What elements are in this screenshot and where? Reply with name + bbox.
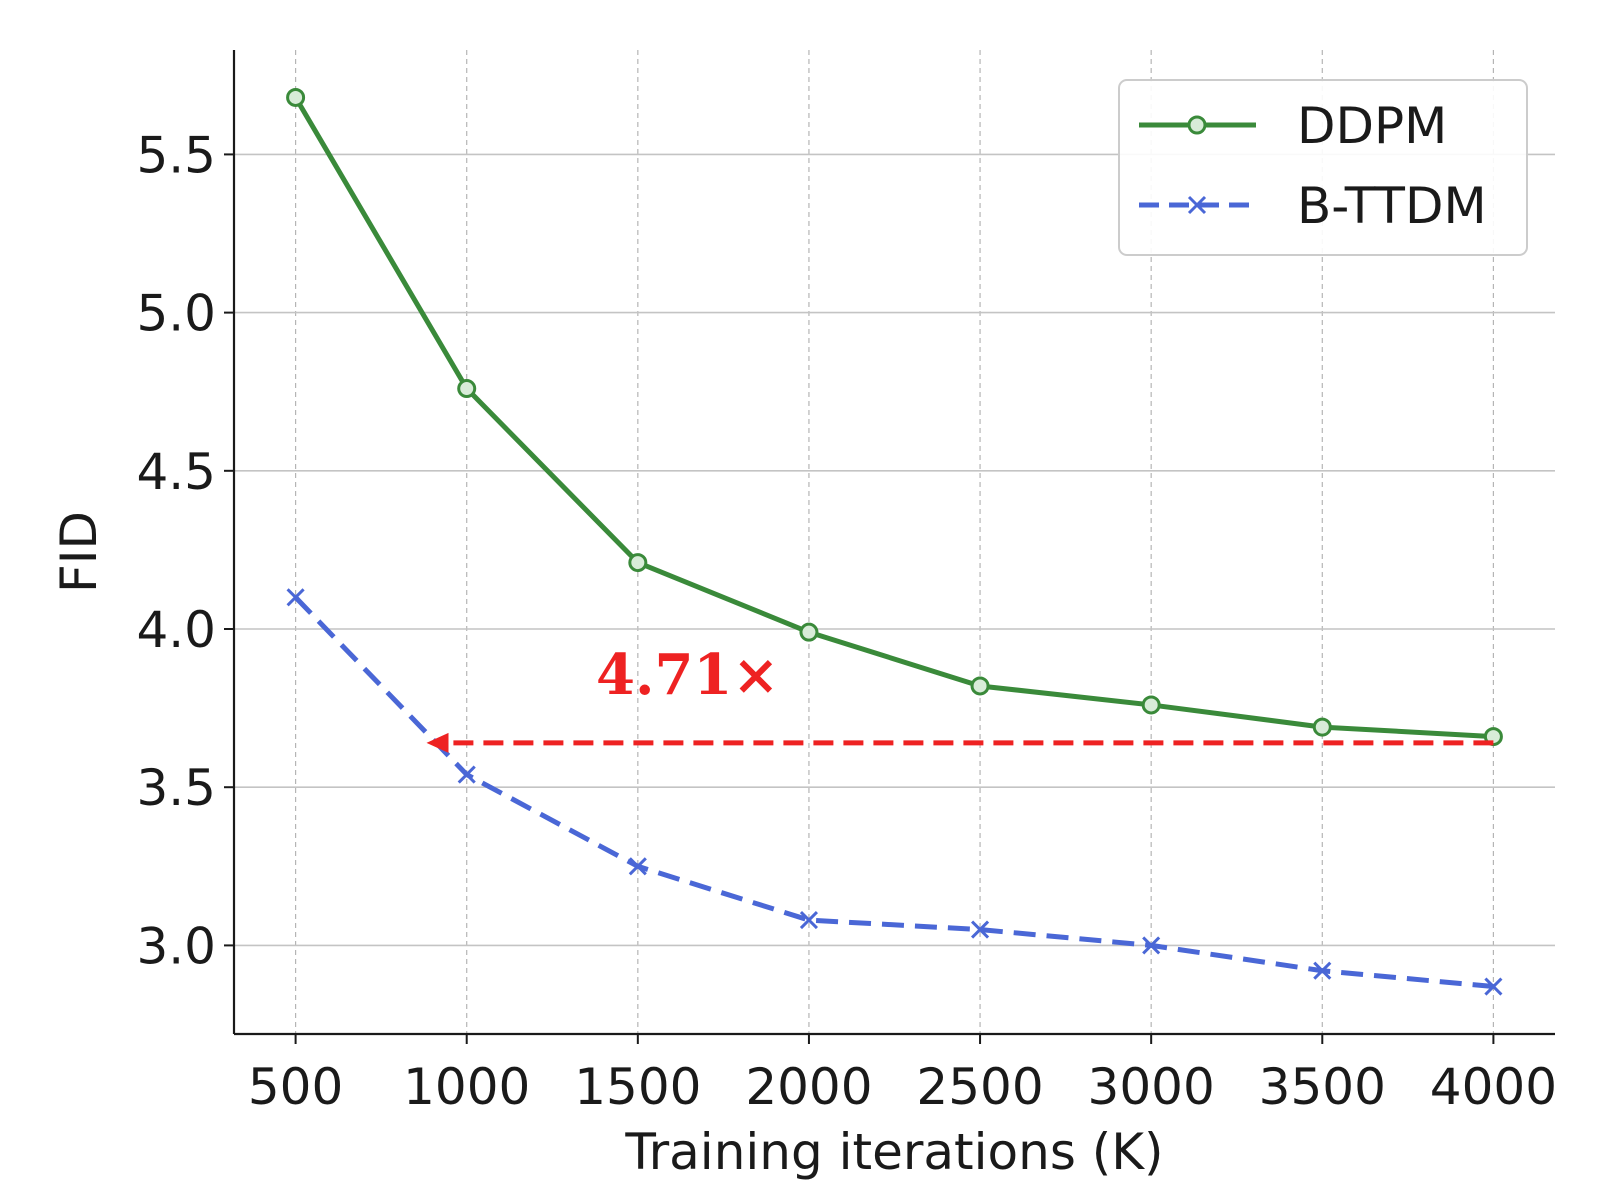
data-point-b-ttdm: [628, 857, 647, 876]
data-point-b-ttdm: [1142, 936, 1161, 955]
data-point-ddpm: [799, 622, 819, 642]
x-tick-label: 3000: [1088, 1058, 1215, 1116]
x-marker-stroke: [1142, 936, 1161, 955]
legend-label-b-ttdm: B-TTDM: [1297, 177, 1487, 235]
y-tick-label: 3.5: [136, 759, 216, 817]
axes: 500 1000 1500 2000 2500 3000 3500 4000 3.0 3.5 4.0…: [50, 50, 1557, 1181]
legend-item-ddpm: DDPM: [1139, 97, 1447, 155]
y-tick-label: 4.0: [136, 601, 216, 659]
x-tick-label: 2000: [745, 1058, 872, 1116]
y-axis-label: FID: [50, 511, 108, 593]
legend-marker-ddpm: [1187, 115, 1207, 135]
legend: DDPM B-TTDM: [1118, 79, 1528, 256]
data-point-ddpm: [970, 676, 990, 696]
annotation: 4.71×: [426, 642, 1494, 753]
data-point-b-ttdm: [1484, 977, 1503, 996]
data-point-ddpm: [286, 87, 306, 107]
x-tick-label: 3500: [1259, 1058, 1386, 1116]
x-tick-label: 4000: [1430, 1058, 1557, 1116]
series-ddpm: [286, 87, 1503, 747]
series-lines: [286, 87, 1503, 996]
data-point-ddpm: [628, 553, 648, 573]
y-tick-label: 3.0: [136, 917, 216, 975]
x-marker-stroke: [628, 857, 647, 876]
legend-item-b-ttdm: B-TTDM: [1139, 177, 1487, 235]
data-point-b-ttdm: [286, 588, 305, 607]
x-tick-label: 1000: [403, 1058, 530, 1116]
data-point-b-ttdm: [799, 911, 819, 930]
series-b-ttdm: [286, 588, 1503, 996]
y-tick-label: 5.5: [136, 126, 216, 184]
x-marker-stroke: [286, 588, 305, 607]
x-tick-label: 1500: [574, 1058, 701, 1116]
x-tick-label: 500: [248, 1058, 343, 1116]
y-tick-label: 4.5: [136, 443, 216, 501]
data-point-ddpm: [1141, 695, 1161, 715]
data-point-ddpm: [1312, 717, 1332, 737]
x-tick-label: 2500: [916, 1058, 1043, 1116]
annotation-arrowhead: [426, 732, 449, 753]
data-point-ddpm: [457, 379, 477, 399]
series-line-b-ttdm: [293, 595, 1494, 990]
legend-label-ddpm: DDPM: [1297, 97, 1447, 155]
annotation-label: 4.71×: [596, 642, 779, 708]
x-marker-stroke: [1187, 195, 1207, 215]
y-tick-label: 5.0: [136, 285, 216, 343]
x-marker-stroke: [1484, 977, 1503, 996]
x-marker-stroke: [1313, 961, 1332, 980]
x-marker-stroke: [970, 920, 990, 939]
legend-marker-b-ttdm: [1187, 195, 1207, 215]
x-marker-stroke: [799, 911, 819, 930]
data-point-b-ttdm: [1313, 961, 1332, 980]
x-axis-label: Training iterations (K): [624, 1123, 1163, 1181]
data-point-b-ttdm: [970, 920, 990, 939]
x-marker-stroke: [457, 765, 476, 784]
series-line-ddpm: [293, 94, 1496, 740]
data-point-b-ttdm: [457, 765, 476, 784]
